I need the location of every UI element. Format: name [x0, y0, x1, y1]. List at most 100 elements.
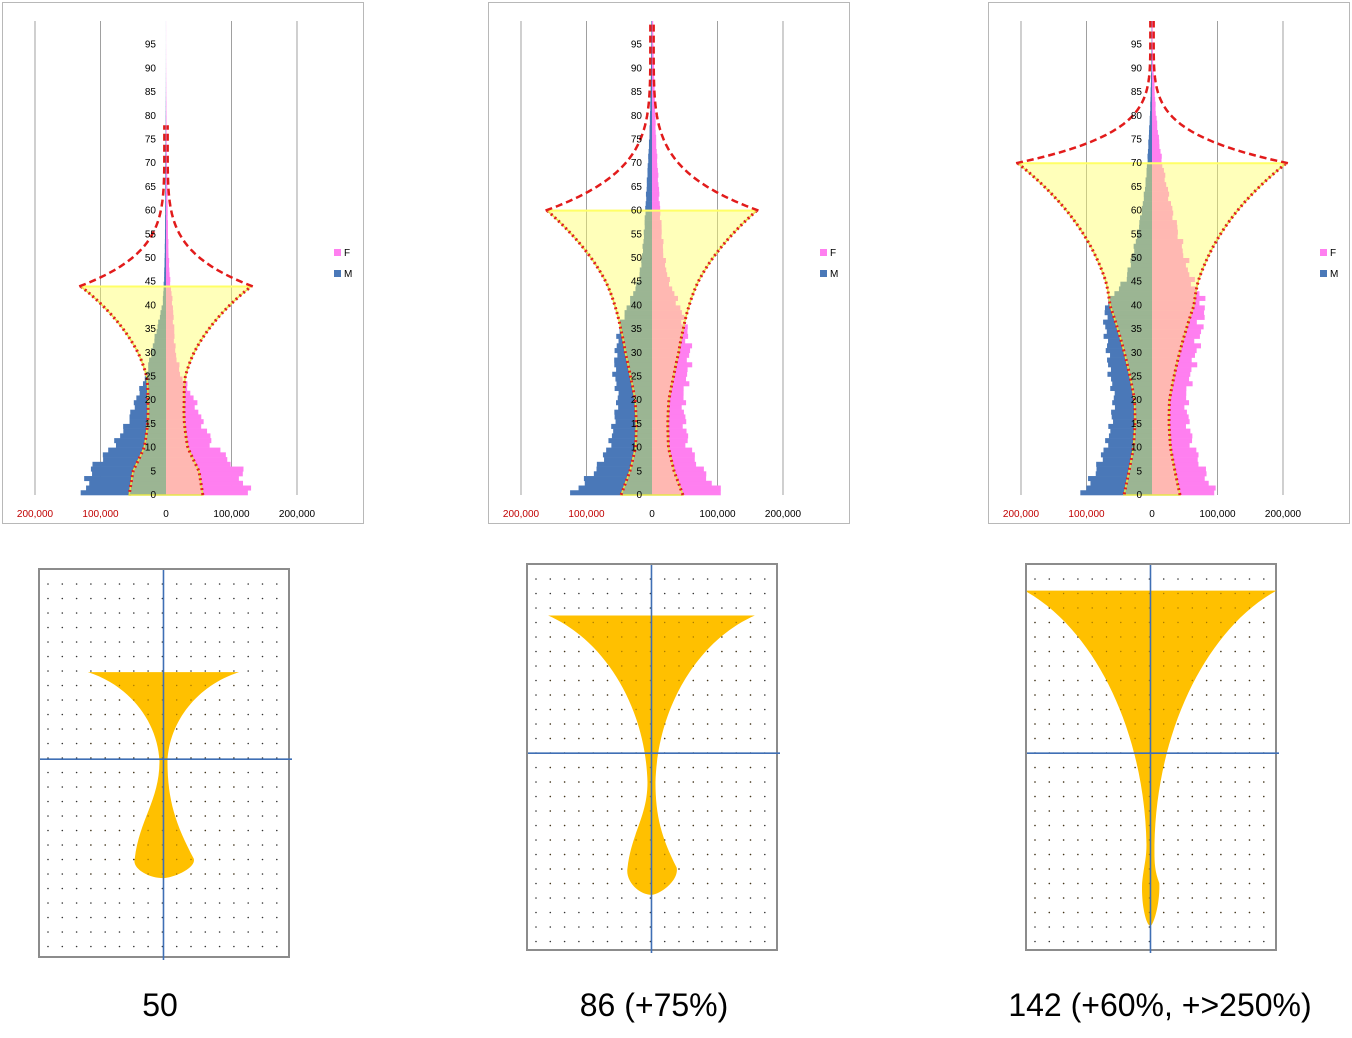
overlay-dot [735, 636, 737, 638]
legend-swatch-m [820, 270, 827, 277]
overlay-dot [621, 810, 623, 812]
overlay-dot [104, 757, 106, 759]
grid-dot [218, 612, 221, 614]
grid-dot [247, 684, 249, 687]
grid-dot [261, 728, 264, 730]
overlay-dot [1220, 795, 1222, 798]
overlay-dot [735, 868, 737, 870]
bar-male [1150, 101, 1152, 107]
bar-female [652, 395, 684, 401]
overlay-dot [549, 781, 551, 783]
overlay-dot [1191, 766, 1193, 769]
grid-dot [261, 771, 264, 774]
overlay-dot [1248, 853, 1251, 856]
overlay-dot [1163, 839, 1165, 841]
overlay-dot [1191, 621, 1193, 624]
bar-female [652, 220, 662, 226]
overlay-dot [721, 853, 723, 856]
grid-dot [606, 592, 609, 595]
bar-female [1152, 286, 1197, 292]
y-tick-label: 45 [631, 277, 643, 288]
grid-dot [204, 887, 207, 890]
bar-female [166, 409, 199, 415]
bar-female [1152, 120, 1158, 126]
grid-dot [147, 641, 149, 643]
bar-male [1105, 348, 1152, 354]
grid-dot [535, 940, 537, 943]
bar-female [166, 172, 168, 178]
grid-dot [1263, 578, 1265, 580]
overlay-dot [706, 665, 709, 667]
overlay-dot [1263, 781, 1265, 783]
bar-male [651, 54, 652, 60]
grid-dot [47, 713, 49, 716]
overlay-dot [706, 737, 709, 740]
y-tick-label: 25 [631, 372, 643, 383]
overlay-dot [1048, 766, 1050, 769]
overlay-dot [749, 795, 752, 798]
overlay-dot [118, 713, 121, 716]
dotted-outline-right [1167, 162, 1288, 496]
bar-female [1152, 338, 1195, 344]
bar-male [1110, 385, 1152, 392]
overlay-dot [678, 781, 680, 783]
legend-swatch-f [334, 249, 341, 256]
grid-dot [233, 612, 235, 614]
bar-male [165, 205, 166, 211]
bar-male [650, 87, 652, 93]
grid-dot [764, 636, 766, 638]
bar-male [649, 115, 652, 121]
overlay-dot [735, 621, 737, 624]
overlay-dot [635, 766, 637, 769]
overlay-dot [549, 679, 551, 682]
overlay-dot [706, 795, 709, 798]
overlay-dot [1191, 665, 1193, 667]
grid-dot [75, 583, 78, 585]
bar-male [86, 485, 166, 491]
bar-female [652, 352, 690, 358]
bar-male [164, 276, 166, 282]
overlay-dot [749, 810, 752, 812]
overlay-dot [606, 665, 609, 667]
grid-dot [749, 911, 752, 914]
grid-dot [721, 926, 723, 928]
overlay-dot [1220, 679, 1222, 682]
grid-dot [1248, 940, 1251, 943]
overlay-dot [1205, 723, 1208, 725]
overlay-dot [721, 795, 723, 798]
bar-female [1152, 319, 1197, 325]
bar-male [615, 376, 652, 382]
overlay-dot [749, 766, 752, 769]
bar-male [163, 286, 166, 292]
grid-dot [606, 607, 609, 609]
x-tick-label: 200,000 [765, 509, 802, 520]
bar-male [1110, 367, 1152, 373]
overlay-dot [635, 665, 637, 667]
overlay-dot [104, 713, 106, 716]
grid-dot [147, 902, 149, 904]
overlay-dot [1120, 781, 1122, 783]
grid-dot [764, 940, 766, 943]
grid-dot [61, 858, 64, 861]
y-tick-label: 95 [1131, 40, 1143, 51]
overlay-dot [1077, 868, 1079, 870]
grid-dot [764, 694, 766, 696]
grid-dot [247, 815, 249, 817]
overlay-dot [233, 771, 235, 774]
grid-dot [233, 945, 235, 948]
overlay-dot [1134, 839, 1136, 841]
y-tick-label: 5 [1136, 466, 1142, 477]
bar-male [650, 101, 652, 107]
overlay-dot [190, 844, 192, 846]
overlay-dot [664, 824, 666, 827]
overlay-dot [1120, 824, 1122, 827]
bar-female [166, 239, 169, 245]
bar-female [652, 167, 658, 173]
bar-male [614, 409, 652, 415]
dotted-outline-right [182, 285, 253, 496]
grid-dot [133, 597, 135, 600]
bar-male [646, 186, 652, 192]
overlay-dot [749, 839, 752, 841]
overlay-dot [692, 737, 694, 740]
grid-dot [190, 655, 192, 658]
